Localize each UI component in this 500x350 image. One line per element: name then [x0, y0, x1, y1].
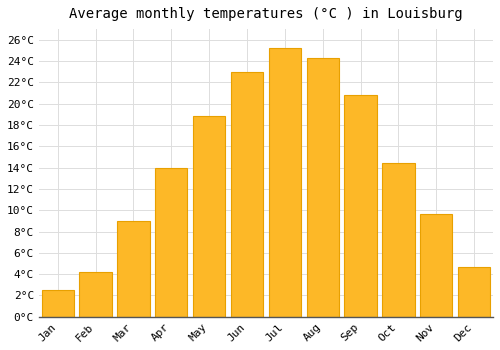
Bar — [269, 48, 301, 317]
Title: Average monthly temperatures (°C ) in Louisburg: Average monthly temperatures (°C ) in Lo… — [69, 7, 462, 21]
Bar — [231, 72, 263, 317]
Bar — [382, 163, 414, 317]
Bar — [420, 215, 452, 317]
Bar — [118, 221, 150, 317]
Bar — [42, 290, 74, 317]
Bar — [155, 168, 188, 317]
Bar — [193, 117, 225, 317]
Bar — [458, 267, 490, 317]
Bar — [344, 95, 376, 317]
Bar — [306, 58, 339, 317]
Bar — [80, 272, 112, 317]
